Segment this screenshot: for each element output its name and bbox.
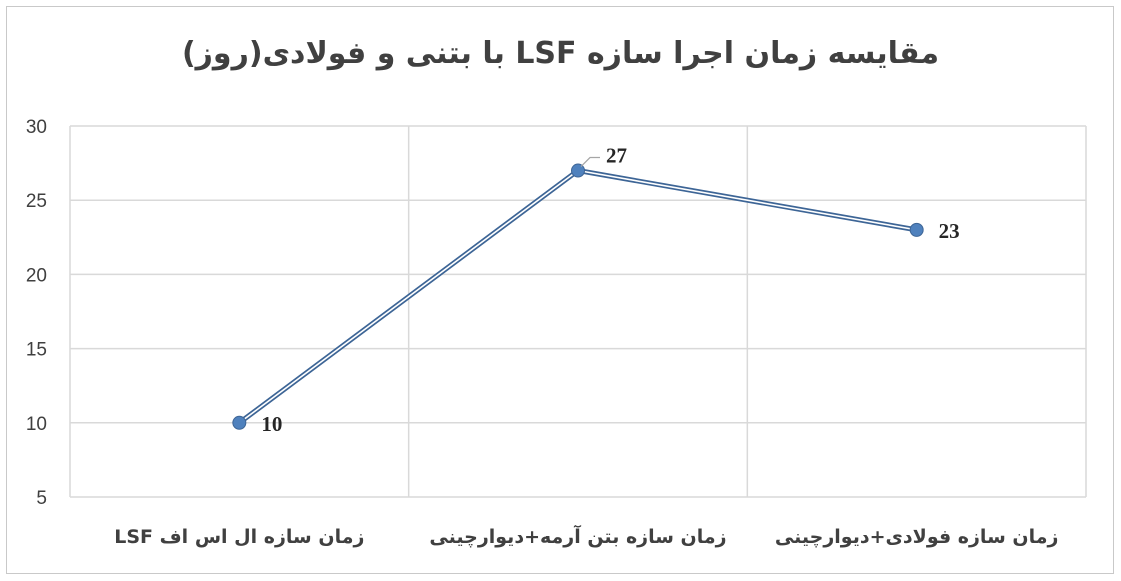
data-labels: 10 27 23	[261, 144, 959, 436]
data-label: 23	[939, 219, 960, 243]
series-line-outline	[237, 168, 918, 425]
series-line	[232, 163, 924, 430]
data-label-leader	[580, 156, 600, 167]
y-tick-label: 10	[26, 414, 47, 435]
data-point	[232, 415, 247, 430]
y-tick-label: 5	[36, 488, 47, 509]
chart-title: مقایسه زمان اجرا سازه LSF با بتنی و فولا…	[181, 36, 940, 71]
x-category-label: زمان سازه ال اس اف LSF	[114, 526, 364, 548]
y-tick-label: 15	[26, 340, 47, 361]
data-point	[909, 222, 924, 237]
chart-frame	[6, 6, 1114, 574]
series-line-inner	[238, 169, 917, 424]
y-tick-label: 20	[26, 265, 47, 286]
y-tick-label: 30	[26, 117, 47, 138]
y-tick-label: 25	[26, 191, 47, 212]
data-label: 27	[606, 144, 627, 168]
data-point	[571, 163, 585, 178]
data-label: 10	[261, 412, 282, 436]
gridlines	[69, 125, 1087, 498]
x-axis-categories: زمان سازه ال اس اف LSF زمان سازه بتن آرمه…	[114, 524, 1058, 548]
y-axis-ticks: 5 10 15 20 25 30	[26, 117, 47, 509]
x-category-label: زمان سازه فولادی+دیوارچینی	[775, 526, 1059, 548]
x-category-label: زمان سازه بتن آرمه+دیوارچینی	[429, 524, 726, 548]
